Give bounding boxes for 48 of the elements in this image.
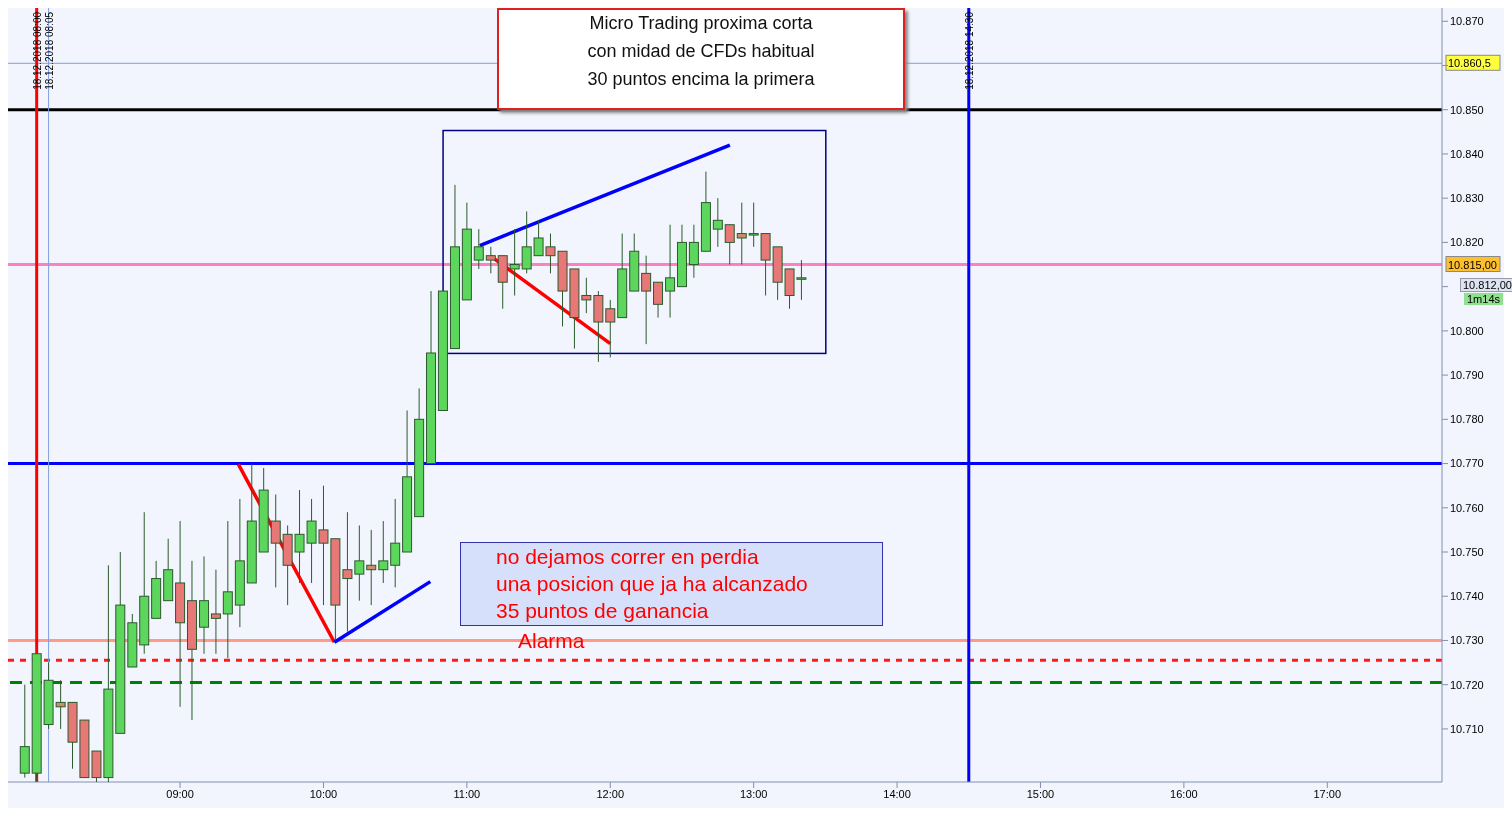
candlestick xyxy=(665,224,676,319)
candlestick xyxy=(641,255,652,345)
y-tick-label: 10.790 xyxy=(1450,369,1484,381)
x-tick-label: 10:00 xyxy=(309,787,338,800)
x-tick-label: 15:00 xyxy=(1026,787,1055,800)
candlestick xyxy=(366,529,377,606)
annotation: no dejamos correr en perdia una posicion que ja ha alcanzado 35 puntos de ganancia xyxy=(495,544,808,624)
ref-line-label: 18.12.2018 14:30 xyxy=(963,11,975,90)
y-tick-label: 10.760 xyxy=(1450,501,1484,514)
candlestick xyxy=(222,520,233,659)
candlestick xyxy=(736,202,747,266)
y-tick-label: 10.840 xyxy=(1450,147,1484,160)
y-tick-label: 10.780 xyxy=(1450,413,1484,426)
y-tick-label: 10.730 xyxy=(1450,634,1484,647)
candlestick xyxy=(390,498,401,588)
candlestick xyxy=(724,224,735,266)
candlestick xyxy=(473,228,484,270)
x-tick-label: 16:00 xyxy=(1170,787,1198,800)
text: 10.812,00 xyxy=(1460,278,1512,292)
y-tick-label: 10.750 xyxy=(1450,545,1484,558)
x-tick-label: 11:00 xyxy=(453,787,481,800)
x-tick-label: 09:00 xyxy=(166,787,194,800)
candlestick xyxy=(712,197,723,248)
y-tick-label: 10.870 xyxy=(1450,15,1484,28)
y-tick-label: 10.830 xyxy=(1450,192,1484,205)
text: 1m14s xyxy=(1464,293,1504,305)
y-tick-label: 10.740 xyxy=(1450,590,1484,603)
x-tick-label: 17:00 xyxy=(1313,787,1342,800)
x-tick-label: 12:00 xyxy=(596,787,625,800)
y-tick-label: 10.820 xyxy=(1450,236,1484,249)
candlestick xyxy=(378,520,389,584)
ref-line-label: 18.12.2018 08:05 xyxy=(43,11,55,90)
candlestick xyxy=(653,281,664,319)
candlestick xyxy=(210,569,221,655)
x-tick-label: 13:00 xyxy=(739,787,768,800)
y-tick-label: 10.770 xyxy=(1450,457,1484,470)
ref-line-label: 10.860,5 xyxy=(1448,57,1491,70)
annotation: Alarma xyxy=(518,629,585,653)
y-tick-label: 10.850 xyxy=(1450,103,1484,116)
y-tick-label: 10.710 xyxy=(1450,722,1484,735)
x-tick-label: 14:00 xyxy=(883,787,911,800)
ref-line-label: 18.12.2018 08:00 xyxy=(31,11,43,90)
y-tick-label: 10.720 xyxy=(1450,678,1484,691)
candlestick xyxy=(688,224,699,279)
text: Micro Trading proxima corta con midad de CFDs habitual 30 puntos encima la primera xyxy=(586,12,816,91)
y-tick-label: 10.800 xyxy=(1450,324,1484,337)
ref-line-label: 10.815,00 xyxy=(1448,258,1497,271)
candlestick xyxy=(485,246,496,274)
